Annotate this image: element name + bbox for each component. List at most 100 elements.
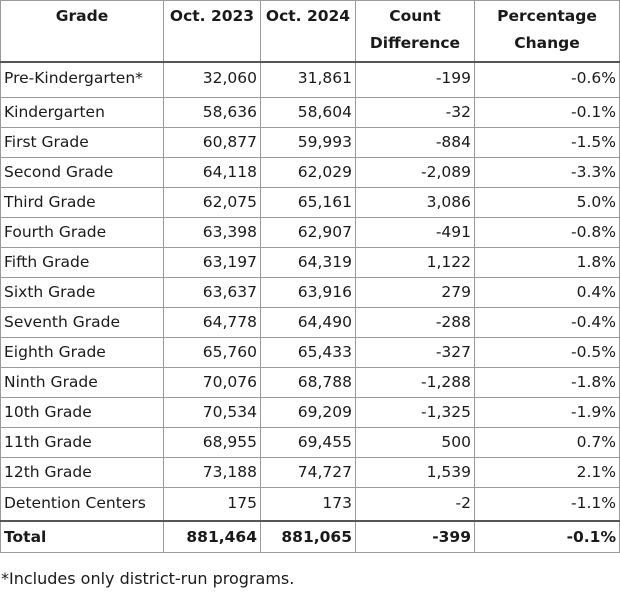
count-difference-cell: -2	[355, 487, 475, 522]
oct-2024-cell: 63,916	[260, 277, 356, 308]
oct-2023-cell: 64,118	[163, 157, 261, 188]
header-count-difference: Count Difference	[355, 0, 475, 63]
grade-cell: Kindergarten	[0, 97, 164, 128]
percentage-change-cell: 0.4%	[474, 277, 620, 308]
total-oct-2024: 881,065	[260, 520, 356, 553]
oct-2023-cell: 58,636	[163, 97, 261, 128]
oct-2024-cell: 62,029	[260, 157, 356, 188]
total-row: Total 881,464 881,065 -399 -0.1%	[0, 520, 620, 553]
percentage-change-cell: -0.5%	[474, 337, 620, 368]
count-difference-cell: 1,122	[355, 247, 475, 278]
grade-cell: 11th Grade	[0, 427, 164, 458]
oct-2024-cell: 58,604	[260, 97, 356, 128]
percentage-change-cell: 0.7%	[474, 427, 620, 458]
oct-2023-cell: 62,075	[163, 187, 261, 218]
table-row: Fifth Grade 63,197 64,319 1,122 1.8%	[0, 247, 620, 278]
table-row: First Grade 60,877 59,993 -884 -1.5%	[0, 127, 620, 158]
table-row: 11th Grade 68,955 69,455 500 0.7%	[0, 427, 620, 458]
table-row: Seventh Grade 64,778 64,490 -288 -0.4%	[0, 307, 620, 338]
percentage-change-cell: -1.9%	[474, 397, 620, 428]
grade-cell: Fifth Grade	[0, 247, 164, 278]
count-difference-cell: 279	[355, 277, 475, 308]
oct-2023-cell: 65,760	[163, 337, 261, 368]
total-percentage-change: -0.1%	[474, 520, 620, 553]
grade-cell: Sixth Grade	[0, 277, 164, 308]
oct-2023-cell: 73,188	[163, 457, 261, 488]
header-row: Grade Oct. 2023 Oct. 2024 Count Differenc…	[0, 0, 620, 63]
oct-2023-cell: 70,076	[163, 367, 261, 398]
count-difference-cell: 500	[355, 427, 475, 458]
count-difference-cell: 1,539	[355, 457, 475, 488]
percentage-change-cell: -0.4%	[474, 307, 620, 338]
table-row: Kindergarten 58,636 58,604 -32 -0.1%	[0, 97, 620, 128]
percentage-change-cell: -1.5%	[474, 127, 620, 158]
oct-2024-cell: 74,727	[260, 457, 356, 488]
oct-2023-cell: 64,778	[163, 307, 261, 338]
percentage-change-cell: -0.6%	[474, 61, 620, 98]
grade-cell: 10th Grade	[0, 397, 164, 428]
grade-cell: Pre-Kindergarten*	[0, 61, 164, 98]
oct-2023-cell: 32,060	[163, 61, 261, 98]
table-row: 10th Grade 70,534 69,209 -1,325 -1.9%	[0, 397, 620, 428]
grade-cell: Seventh Grade	[0, 307, 164, 338]
header-count-line1: Count	[389, 7, 441, 25]
percentage-change-cell: -3.3%	[474, 157, 620, 188]
count-difference-cell: -1,288	[355, 367, 475, 398]
header-pct-line1: Percentage	[497, 7, 597, 25]
table-row: Ninth Grade 70,076 68,788 -1,288 -1.8%	[0, 367, 620, 398]
oct-2023-cell: 60,877	[163, 127, 261, 158]
count-difference-cell: -288	[355, 307, 475, 338]
total-label: Total	[0, 520, 164, 553]
count-difference-cell: 3,086	[355, 187, 475, 218]
footnote: *Includes only district-run programs.	[1, 569, 295, 588]
grade-cell: Eighth Grade	[0, 337, 164, 368]
enrollment-table: Grade Oct. 2023 Oct. 2024 Count Differenc…	[0, 0, 620, 553]
table-row: Detention Centers 175 173 -2 -1.1%	[0, 487, 620, 522]
oct-2024-cell: 64,490	[260, 307, 356, 338]
grade-cell: 12th Grade	[0, 457, 164, 488]
grade-cell: Third Grade	[0, 187, 164, 218]
percentage-change-cell: 2.1%	[474, 457, 620, 488]
table-row: Third Grade 62,075 65,161 3,086 5.0%	[0, 187, 620, 218]
count-difference-cell: -491	[355, 217, 475, 248]
oct-2023-cell: 63,398	[163, 217, 261, 248]
header-grade: Grade	[0, 0, 164, 63]
table-row: Sixth Grade 63,637 63,916 279 0.4%	[0, 277, 620, 308]
count-difference-cell: -884	[355, 127, 475, 158]
oct-2024-cell: 59,993	[260, 127, 356, 158]
table-row: 12th Grade 73,188 74,727 1,539 2.1%	[0, 457, 620, 488]
table-row: Eighth Grade 65,760 65,433 -327 -0.5%	[0, 337, 620, 368]
grade-cell: Ninth Grade	[0, 367, 164, 398]
oct-2023-cell: 68,955	[163, 427, 261, 458]
table-row: Pre-Kindergarten* 32,060 31,861 -199 -0.…	[0, 61, 620, 98]
count-difference-cell: -199	[355, 61, 475, 98]
header-oct-2024: Oct. 2024	[260, 0, 356, 63]
oct-2024-cell: 173	[260, 487, 356, 522]
header-pct-line2: Change	[514, 34, 580, 52]
oct-2023-cell: 63,197	[163, 247, 261, 278]
percentage-change-cell: -1.1%	[474, 487, 620, 522]
header-count-line2: Difference	[369, 34, 461, 52]
oct-2024-cell: 68,788	[260, 367, 356, 398]
oct-2023-cell: 70,534	[163, 397, 261, 428]
count-difference-cell: -327	[355, 337, 475, 368]
count-difference-cell: -2,089	[355, 157, 475, 188]
header-percentage-change: Percentage Change	[474, 0, 620, 63]
percentage-change-cell: 5.0%	[474, 187, 620, 218]
count-difference-cell: -32	[355, 97, 475, 128]
table-row: Second Grade 64,118 62,029 -2,089 -3.3%	[0, 157, 620, 188]
grade-cell: Detention Centers	[0, 487, 164, 522]
percentage-change-cell: -0.8%	[474, 217, 620, 248]
table-row: Fourth Grade 63,398 62,907 -491 -0.8%	[0, 217, 620, 248]
percentage-change-cell: -0.1%	[474, 97, 620, 128]
oct-2023-cell: 175	[163, 487, 261, 522]
oct-2024-cell: 65,161	[260, 187, 356, 218]
percentage-change-cell: 1.8%	[474, 247, 620, 278]
table-body: Pre-Kindergarten* 32,060 31,861 -199 -0.…	[0, 61, 620, 553]
total-oct-2023: 881,464	[163, 520, 261, 553]
count-difference-cell: -1,325	[355, 397, 475, 428]
oct-2023-cell: 63,637	[163, 277, 261, 308]
oct-2024-cell: 62,907	[260, 217, 356, 248]
oct-2024-cell: 65,433	[260, 337, 356, 368]
grade-cell: Fourth Grade	[0, 217, 164, 248]
